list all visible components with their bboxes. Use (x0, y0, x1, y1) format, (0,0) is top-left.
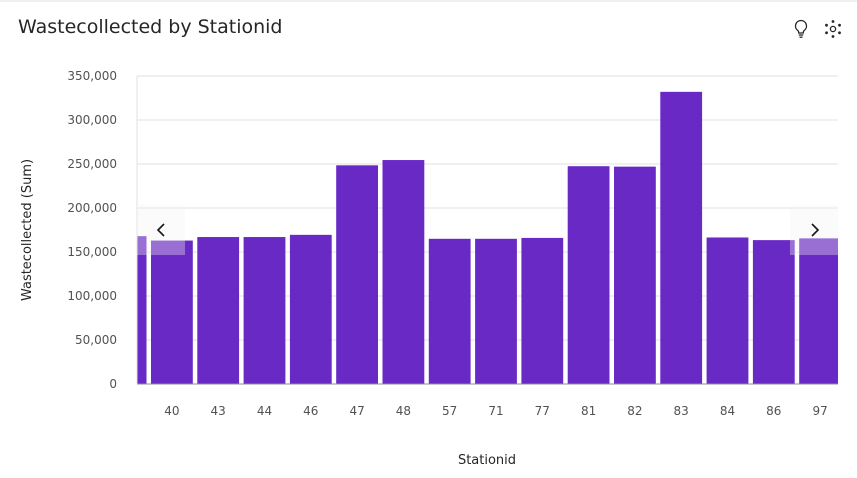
x-tick-label: 43 (211, 404, 226, 418)
y-axis-label: Wastecollected (Sum) (20, 159, 35, 301)
bar[interactable] (752, 240, 795, 384)
x-axis-ticks: 40 43 44 46 47 48 57 71 77 81 82 83 84 86 97 (164, 404, 827, 418)
x-tick-label: 57 (442, 404, 457, 418)
bar[interactable] (475, 238, 517, 384)
x-tick-label: 82 (627, 404, 642, 418)
x-tick-label: 46 (303, 404, 318, 418)
scroll-right-button[interactable] (790, 205, 838, 255)
bar[interactable] (243, 237, 286, 384)
bars (137, 91, 838, 384)
bar[interactable] (137, 236, 147, 384)
bar[interactable] (336, 165, 378, 384)
bar[interactable] (428, 238, 471, 384)
y-axis-ticks: 0 50,000 100,000 150,000 200,000 250,000 300,0… (67, 69, 117, 391)
gridlines (137, 75, 838, 341)
y-tick-label: 150,000 (67, 245, 117, 259)
y-tick-label: 100,000 (67, 289, 117, 303)
bar[interactable] (567, 166, 610, 384)
x-tick-label: 84 (720, 404, 735, 418)
x-tick-label: 44 (257, 404, 272, 418)
chevron-left-icon (156, 223, 165, 237)
bar[interactable] (614, 166, 656, 384)
chart-title: Wastecollected by Stationid (18, 16, 283, 38)
x-tick-label: 71 (488, 404, 503, 418)
chevron-right-icon (811, 223, 820, 237)
x-tick-label: 83 (674, 404, 689, 418)
x-tick-label: 97 (812, 404, 827, 418)
bar[interactable] (660, 91, 703, 384)
y-tick-label: 250,000 (67, 157, 117, 171)
x-tick-label: 81 (581, 404, 596, 418)
y-tick-label: 350,000 (67, 69, 117, 83)
bar[interactable] (382, 160, 425, 384)
bar[interactable] (706, 237, 749, 384)
y-tick-label: 50,000 (75, 333, 117, 347)
x-tick-label: 86 (766, 404, 781, 418)
network-dots-icon[interactable] (823, 18, 843, 40)
bar[interactable] (289, 234, 332, 384)
x-tick-label: 77 (535, 404, 550, 418)
y-tick-label: 300,000 (67, 113, 117, 127)
bar[interactable] (151, 240, 193, 384)
x-axis-label: Stationid (458, 453, 516, 468)
x-tick-label: 47 (349, 404, 364, 418)
scroll-left-button[interactable] (137, 205, 185, 255)
lightbulb-icon[interactable] (791, 18, 811, 40)
x-tick-label: 48 (396, 404, 411, 418)
bar[interactable] (799, 238, 838, 384)
y-tick-label: 0 (109, 377, 117, 391)
x-tick-label: 40 (164, 404, 179, 418)
bar[interactable] (197, 237, 240, 384)
bar[interactable] (521, 237, 564, 384)
chart-toolbar (791, 18, 843, 40)
y-tick-label: 200,000 (67, 201, 117, 215)
